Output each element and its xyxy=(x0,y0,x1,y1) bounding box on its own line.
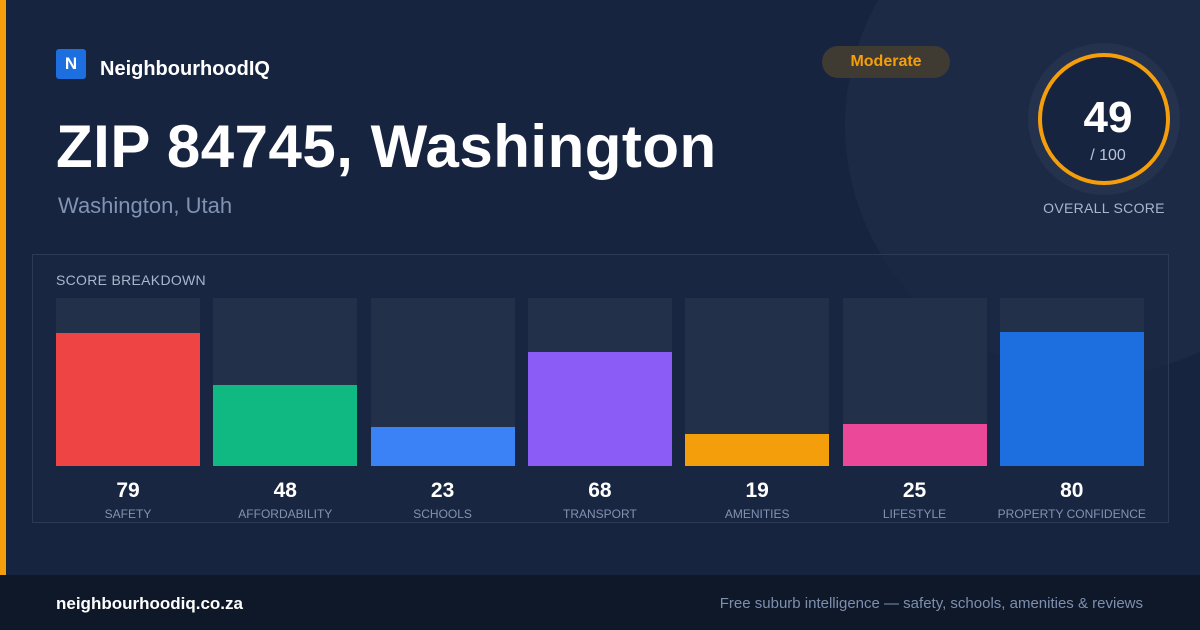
metric-value: 19 xyxy=(745,479,769,502)
metric-label: PROPERTY CONFIDENCE xyxy=(997,507,1146,521)
metric-value: 25 xyxy=(902,479,927,502)
metric-label: SCHOOLS xyxy=(413,507,472,521)
metric-affordability: 48 AFFORDABILITY xyxy=(213,298,358,521)
bar-fill xyxy=(213,385,358,466)
overall-score-label: OVERALL SCORE xyxy=(1043,200,1165,216)
footer-tagline: Free suburb intelligence — safety, schoo… xyxy=(719,595,1143,612)
bar-fill xyxy=(685,434,830,466)
bar-fill xyxy=(999,331,1144,466)
metric-label: SAFETY xyxy=(104,507,152,521)
bar-track xyxy=(527,298,672,466)
bar-track xyxy=(999,298,1144,466)
brand[interactable]: N NeighbourhoodIQ xyxy=(56,46,270,81)
metric-property-confidence: 80 PROPERTY CONFIDENCE xyxy=(998,298,1146,521)
bar-track xyxy=(370,298,515,466)
page-title: ZIP 84745, Washington xyxy=(56,113,717,180)
metric-safety: 79 SAFETY xyxy=(56,298,200,521)
metric-value: 80 xyxy=(1060,479,1084,502)
bar-fill xyxy=(842,424,987,466)
metric-transport: 68 TRANSPORT xyxy=(527,298,672,521)
bar-fill xyxy=(56,333,200,466)
metric-label: AFFORDABILITY xyxy=(238,507,333,521)
brand-name: NeighbourhoodIQ xyxy=(100,58,270,80)
bar-track xyxy=(842,298,987,466)
metric-amenities: 19 AMENITIES xyxy=(685,298,830,521)
bar-track xyxy=(685,298,830,466)
bar-track xyxy=(56,298,200,466)
metric-lifestyle: 25 LIFESTYLE xyxy=(842,298,987,521)
metric-value: 79 xyxy=(116,479,140,502)
breakdown-title: SCORE BREAKDOWN xyxy=(56,272,206,288)
bar-track xyxy=(213,298,358,466)
rating-badge: Moderate xyxy=(822,46,950,78)
logo-icon: N xyxy=(56,48,86,79)
metric-value: 68 xyxy=(588,479,612,502)
accent-stripe xyxy=(0,0,6,575)
metric-schools: 23 SCHOOLS xyxy=(370,298,515,521)
metric-label: LIFESTYLE xyxy=(882,507,947,521)
location-subtitle: Washington, Utah xyxy=(58,193,233,218)
bar-fill xyxy=(370,427,515,466)
bar-fill xyxy=(527,351,672,466)
footer: neighbourhoodiq.co.za Free suburb intell… xyxy=(0,575,1200,630)
overall-score-value: 49 xyxy=(1083,93,1133,142)
metric-label: AMENITIES xyxy=(724,507,790,521)
metric-label: TRANSPORT xyxy=(562,507,637,521)
metric-value: 23 xyxy=(430,479,455,502)
footer-domain-link[interactable]: neighbourhoodiq.co.za xyxy=(56,594,243,613)
score-breakdown-panel: SCORE BREAKDOWN 79 SAFETY 48 AFFORDABILITY 2… xyxy=(32,254,1169,523)
overall-score-max: / 100 xyxy=(1090,147,1126,164)
score-ring-progress: 49 / 100 xyxy=(1038,53,1170,185)
share-card: N NeighbourhoodIQ Moderate ZIP 84745, Wa… xyxy=(0,0,1180,575)
metric-value: 48 xyxy=(273,479,297,502)
overall-score-ring: 49 / 100 xyxy=(1028,43,1180,195)
